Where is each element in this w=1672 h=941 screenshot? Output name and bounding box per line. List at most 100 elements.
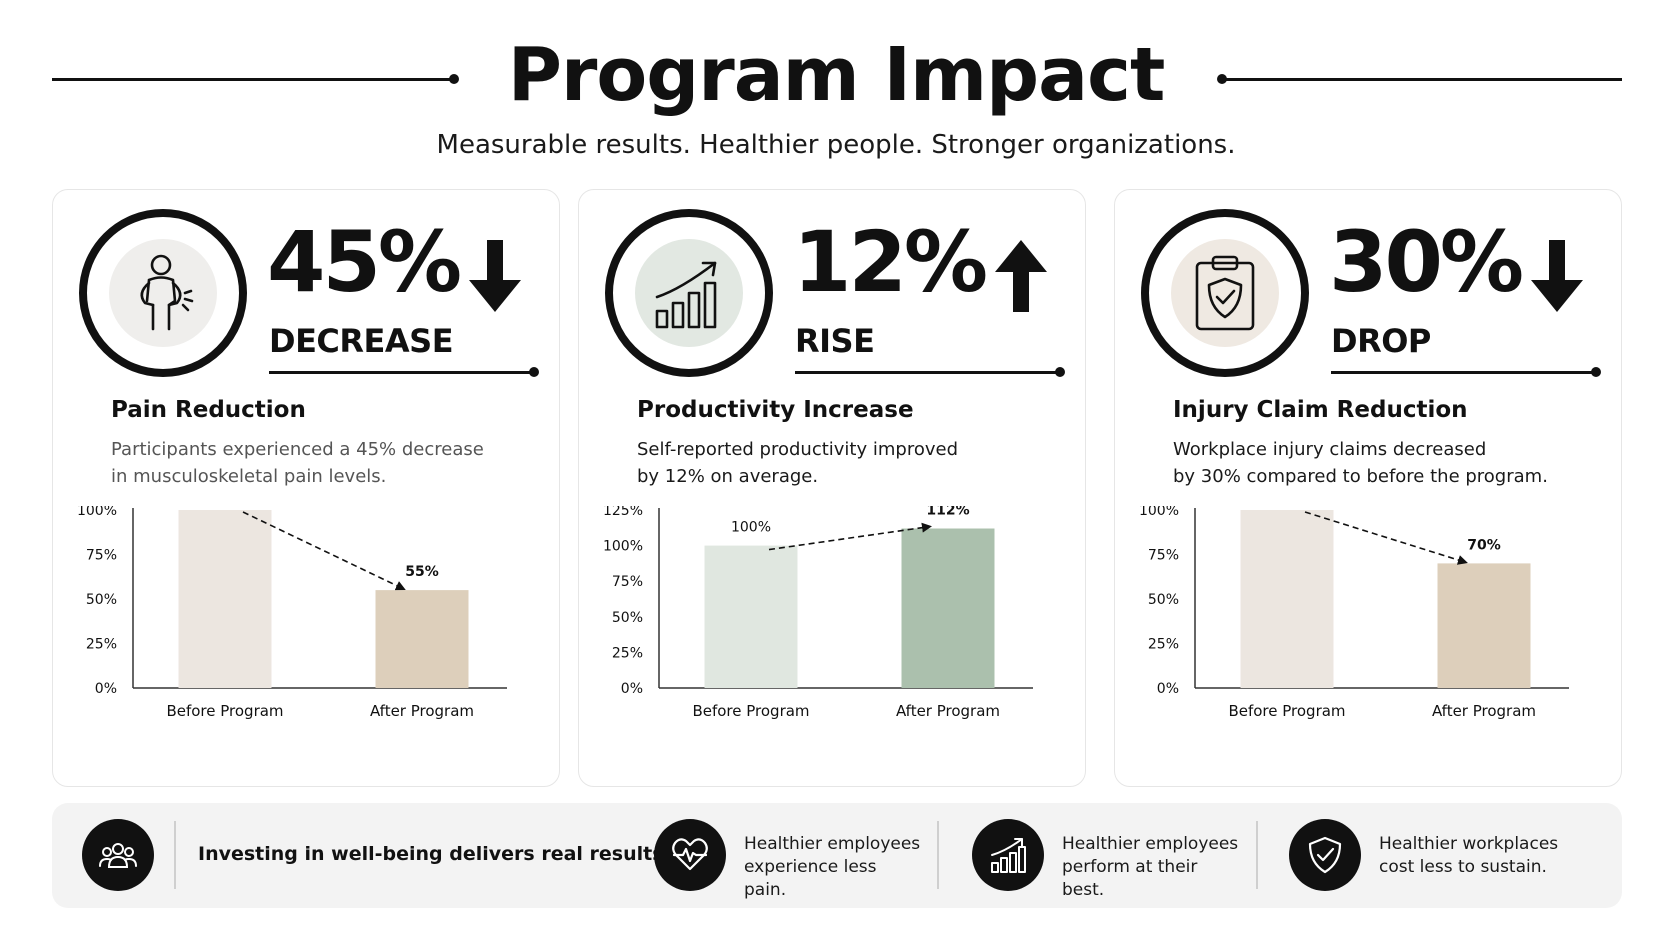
stat-word: DECREASE [269, 322, 454, 360]
growth-chart-icon [991, 838, 1026, 873]
footer-divider [174, 821, 176, 889]
card-description-line: in musculoskeletal pain levels. [111, 466, 387, 487]
shield-check-icon [1308, 836, 1342, 874]
clipboard-shield-icon [1195, 255, 1255, 331]
trend-arrow [768, 522, 932, 551]
bar [704, 545, 798, 688]
y-tick-label: 0% [621, 681, 643, 697]
card-description-line: Participants experienced a 45% decrease [111, 439, 484, 460]
stat-value: 30% [1329, 213, 1524, 311]
stat-rule-dot [1055, 367, 1065, 377]
footer-item-icon-disc [1289, 819, 1361, 891]
growth-chart-icon [655, 261, 717, 329]
title-rule-left-dot [449, 74, 459, 84]
x-tick-label: After Program [370, 702, 474, 720]
icon-disc [1171, 239, 1279, 347]
stat-value: 12% [793, 213, 988, 311]
data-label: 112% [926, 506, 969, 519]
footer-item-icon-disc [654, 819, 726, 891]
arrow-down-icon [1531, 240, 1583, 312]
y-tick-label: 25% [86, 637, 117, 653]
x-tick-label: Before Program [166, 702, 283, 720]
stat-rule-dot [1591, 367, 1601, 377]
footer-item-line: cost less to sustain. [1379, 857, 1547, 877]
footer-item-line: experience less pain. [744, 857, 877, 900]
page-title: Program Impact [507, 32, 1166, 118]
footer-banner: Investing in well-being delivers real re… [52, 803, 1622, 908]
bar [178, 510, 272, 688]
bar-chart-pain: 0%25%50%75%100%100%Before Program55%Afte… [77, 506, 507, 720]
footer-item-icon-disc [972, 819, 1044, 891]
footer-item-line: Healthier workplaces [1379, 834, 1559, 854]
card-injury-claim-reduction: 30% DROP Injury Claim Reduction Workplac… [1114, 189, 1622, 787]
y-tick-label: 100% [77, 506, 117, 519]
card-description-line: by 12% on average. [637, 466, 819, 487]
footer-item-text: Healthier employees perform at their bes… [1062, 833, 1242, 902]
icon-ring [605, 209, 773, 377]
stat-value: 45% [267, 213, 462, 311]
card-description: Workplace injury claims decreased by 30%… [1173, 436, 1593, 490]
icon-ring [79, 209, 247, 377]
data-label: 55% [405, 564, 439, 580]
y-tick-label: 100% [1139, 506, 1179, 519]
icon-disc [109, 239, 217, 347]
person-pain-icon [140, 254, 194, 331]
card-description-line: Workplace injury claims decreased [1173, 439, 1487, 460]
y-tick-label: 75% [612, 574, 643, 590]
bar [1240, 510, 1334, 688]
stat-rule-dot [529, 367, 539, 377]
arrow-down-icon [469, 240, 521, 312]
y-tick-label: 0% [95, 681, 117, 697]
stat-word: DROP [1331, 322, 1431, 360]
page-subtitle: Measurable results. Healthier people. St… [436, 130, 1236, 160]
bar [1437, 563, 1531, 688]
bar [375, 590, 469, 688]
y-tick-label: 50% [612, 610, 643, 626]
title-rule-right [1220, 78, 1622, 81]
footer-main-icon-disc [82, 819, 154, 891]
footer-item-line: perform at their best. [1062, 857, 1198, 900]
header: Program Impact Measurable results. Healt… [0, 0, 1672, 180]
y-tick-label: 100% [603, 539, 643, 555]
stat-rule [1331, 371, 1597, 374]
y-tick-label: 50% [1148, 592, 1179, 608]
footer-divider [1256, 821, 1258, 889]
icon-disc [635, 239, 743, 347]
x-tick-label: Before Program [692, 702, 809, 720]
card-description-line: by 30% compared to before the program. [1173, 466, 1548, 487]
card-pain-reduction: 45% DECREASE Pain Reduction Participants… [52, 189, 560, 787]
stat-word: RISE [795, 322, 875, 360]
data-label: 100% [731, 520, 771, 536]
card-description: Participants experienced a 45% decrease … [111, 436, 531, 490]
footer-item-line: Healthier employees [744, 834, 921, 854]
card-title: Productivity Increase [637, 397, 914, 423]
footer-divider [937, 821, 939, 889]
x-tick-label: After Program [1432, 702, 1536, 720]
x-tick-label: Before Program [1228, 702, 1345, 720]
footer-item-text: Healthier workplaces cost less to sustai… [1379, 833, 1559, 879]
bar-chart-productivity: 0% 25% 50% 75% 100% 125% 100% Before Program 112… [603, 506, 1033, 720]
icon-ring [1141, 209, 1309, 377]
bar-chart-injury-claims: 0%25%50%75%100%100%Before Program70%Afte… [1139, 506, 1569, 720]
data-label: 70% [1467, 537, 1501, 553]
arrow-up-icon [995, 240, 1047, 312]
y-tick-label: 25% [612, 645, 643, 661]
footer-main-text: Investing in well-being delivers real re… [198, 843, 671, 865]
stat-rule [795, 371, 1061, 374]
trend-arrow [1304, 511, 1468, 565]
card-title: Pain Reduction [111, 397, 306, 423]
card-description: Self-reported productivity improved by 1… [637, 436, 1057, 490]
y-tick-label: 0% [1157, 681, 1179, 697]
card-productivity-increase: 12% RISE Productivity Increase Self-repo… [578, 189, 1086, 787]
y-tick-label: 50% [86, 592, 117, 608]
team-icon [99, 843, 137, 868]
footer-item-line: Healthier employees [1062, 834, 1239, 854]
x-tick-label: After Program [896, 702, 1000, 720]
footer-item-text: Healthier employees experience less pain… [744, 833, 924, 902]
y-tick-label: 125% [603, 506, 643, 519]
card-description-line: Self-reported productivity improved [637, 439, 958, 460]
card-title: Injury Claim Reduction [1173, 397, 1468, 423]
title-rule-left [52, 78, 454, 81]
y-tick-label: 25% [1148, 637, 1179, 653]
y-tick-label: 75% [1148, 548, 1179, 564]
